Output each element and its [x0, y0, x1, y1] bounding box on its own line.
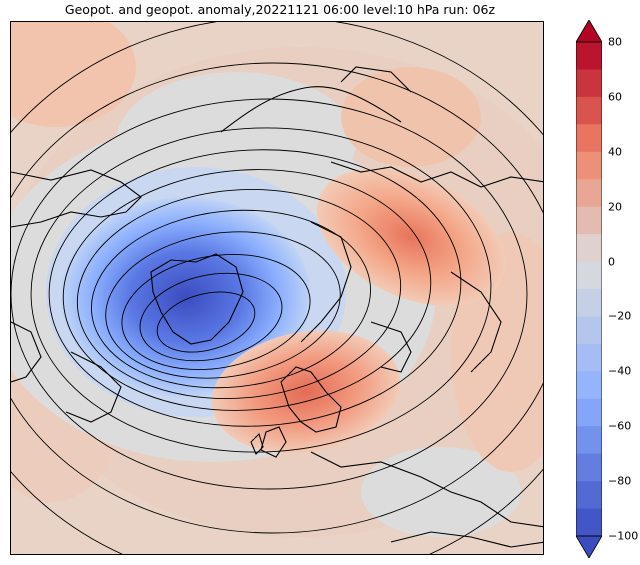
- colorbar-extend-min: [576, 535, 602, 558]
- colorbar-tick-label: 0: [608, 255, 615, 269]
- colorbar-step: [576, 453, 602, 482]
- colorbar-tick-label: 20: [608, 200, 622, 214]
- colorbar-steps: [576, 42, 602, 537]
- colorbar-step: [576, 124, 602, 153]
- colorbar-step: [576, 316, 602, 345]
- colorbar-step: [576, 42, 602, 70]
- colorbar-step: [576, 289, 602, 317]
- colorbar: [576, 20, 602, 558]
- colorbar-step: [576, 371, 602, 400]
- colorbar-tick-label: −40: [608, 364, 632, 378]
- colorbar-step: [576, 343, 602, 372]
- colorbar-step: [576, 206, 602, 235]
- colorbar-step: [576, 261, 602, 290]
- colorbar-step: [576, 398, 602, 427]
- colorbar-tick-label: −100: [608, 529, 639, 543]
- colorbar-step: [576, 481, 602, 510]
- colorbar-step: [576, 151, 602, 180]
- colorbar-step: [576, 179, 602, 208]
- colorbar-step: [576, 234, 602, 263]
- colorbar-step: [576, 96, 602, 125]
- colorbar-extend-max: [576, 20, 602, 43]
- map-panel: [10, 21, 544, 555]
- colorbar-tick-label: −60: [608, 419, 632, 433]
- map-title: Geopot. and geopot. anomaly,20221121 06:…: [64, 2, 496, 17]
- colorbar-tick-label: −20: [608, 309, 632, 323]
- geopotential-contours: [11, 22, 543, 554]
- coastlines: [11, 66, 543, 548]
- colorbar-tick-label: 80: [608, 35, 622, 49]
- anomaly-positive-europe: [211, 330, 401, 454]
- colorbar-step: [576, 426, 602, 455]
- colorbar-tick-label: −80: [608, 474, 632, 488]
- anomaly-positive-pacific: [341, 67, 481, 167]
- polar-stereographic-map: [11, 22, 543, 554]
- colorbar-tick-label: 60: [608, 90, 622, 104]
- colorbar-step: [576, 508, 602, 537]
- colorbar-tick-label: 40: [608, 145, 622, 159]
- anomaly-negative-core: [61, 197, 311, 397]
- colorbar-step: [576, 69, 602, 98]
